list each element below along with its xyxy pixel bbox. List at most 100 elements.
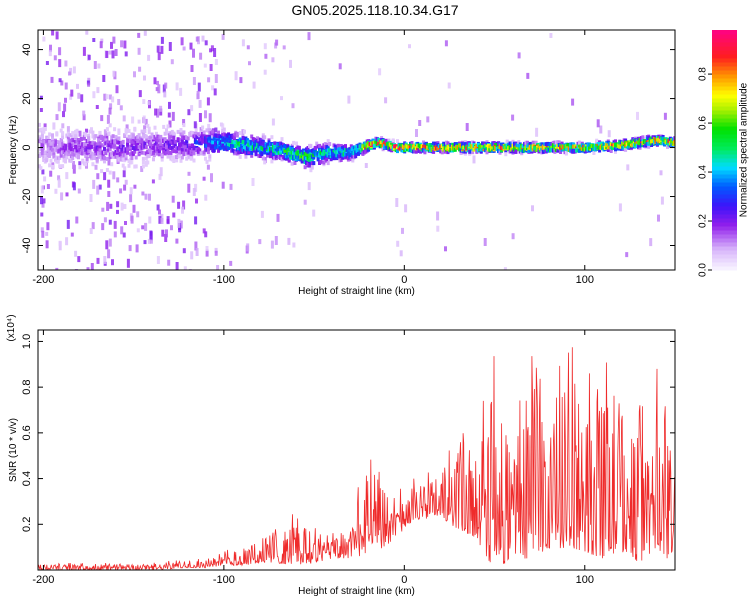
heatmap-cell <box>463 142 467 147</box>
colorbar-swatch <box>712 122 737 127</box>
heatmap-cell <box>415 129 418 137</box>
heatmap-cell <box>263 69 267 75</box>
heatmap-cell <box>169 154 173 158</box>
heatmap-cell <box>206 164 210 170</box>
heatmap-cell <box>534 140 538 145</box>
heatmap-cell <box>192 150 196 155</box>
heatmap-cell <box>292 140 296 145</box>
heatmap-cell <box>193 121 197 129</box>
heatmap-cell <box>264 53 268 59</box>
figure-title: GN05.2025.118.10.34.G17 <box>291 2 459 18</box>
colorbar-swatch <box>712 198 737 203</box>
heatmap-cell <box>68 71 71 76</box>
heatmap-cell <box>172 136 176 140</box>
heatmap-cell <box>211 129 215 134</box>
heatmap-cell <box>90 142 93 147</box>
heatmap-cell <box>244 141 248 146</box>
heatmap-cell <box>112 36 116 44</box>
heatmap-cell <box>127 129 131 133</box>
heatmap-cell <box>60 192 64 201</box>
heatmap-cell <box>436 225 440 232</box>
heatmap-cell <box>48 151 52 156</box>
heatmap-cell <box>38 135 41 140</box>
heatmap-cell <box>108 147 112 152</box>
heatmap-cell <box>611 146 615 150</box>
heatmap-cell <box>141 191 145 196</box>
heatmap-cell <box>500 148 503 153</box>
colorbar-swatch <box>712 102 737 107</box>
heatmap-cell <box>325 142 329 147</box>
heatmap-cell <box>313 148 317 153</box>
heatmap-cell <box>48 50 52 57</box>
heatmap-cell <box>142 99 146 104</box>
heatmap-cell <box>64 148 67 153</box>
heatmap-cell <box>88 149 92 154</box>
colorbar-swatch <box>712 134 737 139</box>
colorbar-swatch <box>712 246 737 251</box>
heatmap-cell <box>387 138 391 143</box>
heatmap-cell <box>159 146 163 151</box>
heatmap-cell <box>87 136 91 141</box>
heatmap-cell <box>82 110 86 116</box>
heatmap-cell <box>141 164 145 169</box>
heatmap-cell <box>108 155 112 160</box>
heatmap-cell <box>124 128 128 133</box>
heatmap-cell <box>315 141 319 146</box>
heatmap-cell <box>91 222 95 230</box>
heatmap-cell <box>156 138 160 143</box>
heatmap-cell <box>447 82 451 89</box>
heatmap-cell <box>271 118 275 126</box>
heatmap-cell <box>459 150 463 155</box>
heatmap-cell <box>82 150 86 155</box>
heatmap-cell <box>72 66 76 74</box>
heatmap-cell <box>65 237 69 246</box>
heatmap-cell <box>99 41 103 49</box>
heatmap-cell <box>135 244 139 253</box>
heatmap-cell <box>65 172 69 180</box>
heatmap-cell <box>279 152 283 157</box>
heatmap-cell <box>396 139 399 144</box>
heatmap-cell <box>175 158 179 163</box>
heatmap-cell <box>325 157 329 162</box>
bottom-x-tick-label: 100 <box>576 574 594 586</box>
heatmap-cell <box>45 240 49 249</box>
snr-series-line <box>38 347 675 570</box>
heatmap-cell <box>199 127 203 134</box>
colorbar-swatch <box>712 238 737 243</box>
heatmap-cell <box>84 132 88 137</box>
heatmap-cell <box>212 148 216 153</box>
heatmap-cell <box>87 82 91 87</box>
heatmap-cell <box>60 80 64 86</box>
heatmap-cell <box>241 129 245 138</box>
heatmap-cell <box>556 148 560 153</box>
heatmap-cell <box>152 157 155 162</box>
heatmap-cell <box>154 141 158 146</box>
heatmap-cell <box>329 157 333 162</box>
heatmap-cell <box>274 236 278 245</box>
heatmap-cell <box>52 154 56 159</box>
heatmap-cell <box>166 131 170 136</box>
heatmap-cell <box>614 149 617 154</box>
heatmap-cell <box>165 128 168 133</box>
heatmap-cell <box>61 131 65 136</box>
heatmap-cell <box>106 201 110 211</box>
heatmap-cell <box>250 153 254 158</box>
heatmap-cell <box>444 40 448 47</box>
heatmap-cell <box>168 120 172 128</box>
heatmap-cell <box>95 105 99 109</box>
heatmap-cell <box>182 152 186 157</box>
colorbar-swatch <box>712 74 737 79</box>
heatmap-cell <box>531 205 534 212</box>
bottom-x-axis-label: Height of straight line (km) <box>298 586 415 597</box>
heatmap-cell <box>100 115 104 122</box>
heatmap-cell <box>557 140 561 145</box>
colorbar-swatch <box>712 158 737 163</box>
heatmap-cell <box>97 138 101 143</box>
heatmap-cell <box>263 160 267 165</box>
heatmap-cell <box>40 143 44 148</box>
heatmap-cell <box>201 139 205 144</box>
heatmap-cell <box>49 44 52 52</box>
heatmap-cell <box>176 129 180 134</box>
heatmap-cell <box>46 222 50 231</box>
